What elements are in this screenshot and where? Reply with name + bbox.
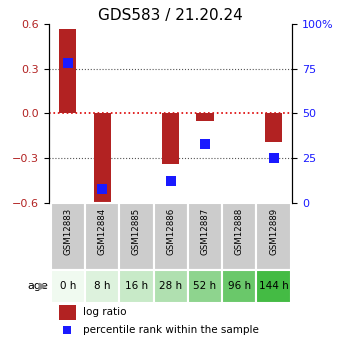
Text: 52 h: 52 h [193,282,217,292]
Text: GSM12887: GSM12887 [200,208,210,255]
Bar [59,29,76,114]
Text: GSM12886: GSM12886 [166,208,175,255]
Bar [153,203,188,270]
Bar [153,270,188,303]
Text: 0 h: 0 h [60,282,76,292]
Text: percentile rank within the sample: percentile rank within the sample [83,325,259,335]
Text: GSM12884: GSM12884 [98,208,106,255]
Point [168,179,173,184]
Text: GSM12888: GSM12888 [235,208,244,255]
Text: 28 h: 28 h [159,282,182,292]
Text: GSM12885: GSM12885 [132,208,141,255]
Point [271,155,276,161]
Bar [257,203,291,270]
Text: 8 h: 8 h [94,282,111,292]
Bar [85,270,119,303]
Bar [222,203,257,270]
Bar [51,270,85,303]
Text: 16 h: 16 h [125,282,148,292]
Bar [188,270,222,303]
Bar [94,114,111,206]
Bar [59,305,76,320]
Text: GSM12889: GSM12889 [269,208,278,255]
Bar [162,114,179,164]
Point [65,328,70,333]
Title: GDS583 / 21.20.24: GDS583 / 21.20.24 [98,8,243,23]
Bar [119,203,153,270]
Text: 96 h: 96 h [228,282,251,292]
Bar [119,270,153,303]
Bar [51,203,85,270]
Bar [257,270,291,303]
Bar [85,203,119,270]
Text: log ratio: log ratio [83,307,126,317]
Bar [222,270,257,303]
Point [202,141,208,147]
Bar [196,114,214,121]
Point [65,61,71,66]
Point [99,186,105,191]
Bar [265,114,282,142]
Bar [188,203,222,270]
Text: GSM12883: GSM12883 [63,208,72,255]
Text: 144 h: 144 h [259,282,288,292]
Text: age: age [27,282,48,292]
